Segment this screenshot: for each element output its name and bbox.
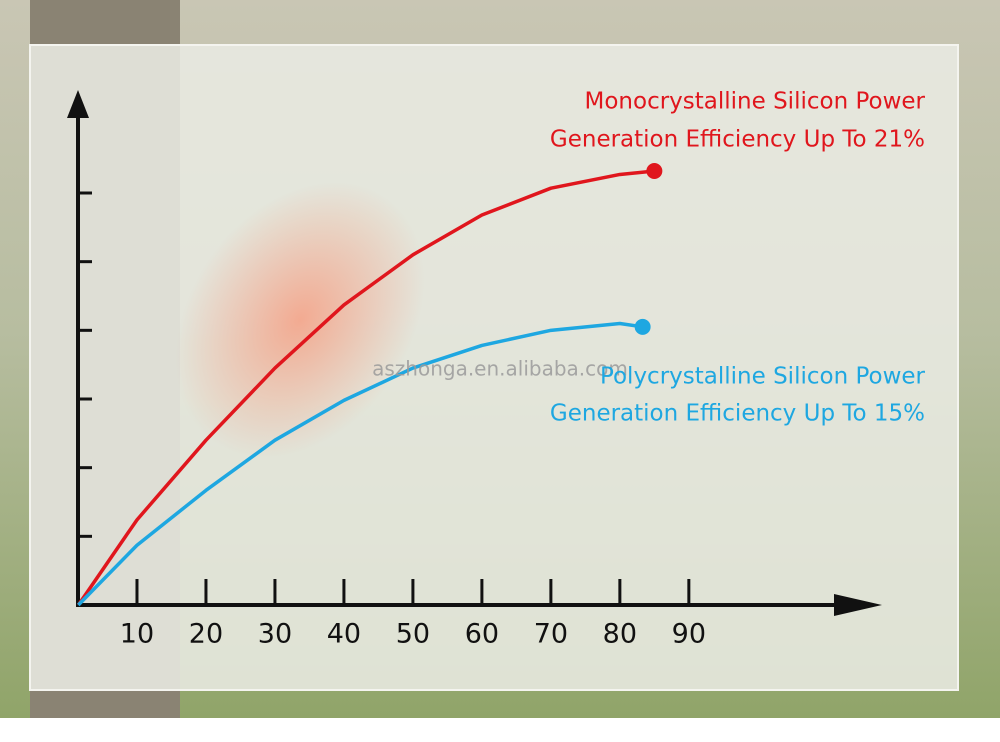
x-tick-label: 40 [327,619,361,650]
x-tick-label: 70 [534,619,568,650]
annotation: Generation Efficiency Up To 15% [550,401,925,427]
watermark: aszhonga.en.alibaba.com [372,357,628,381]
end-marker [646,163,663,180]
x-tick-label: 20 [189,619,223,650]
bottom-strip [0,718,1000,738]
annotation: Generation Efficiency Up To 21% [550,127,925,153]
y-axis-arrow [67,90,89,118]
x-tick-label: 90 [672,619,706,650]
end-marker [634,318,651,335]
x-tick-label: 30 [258,619,292,650]
annotation: Monocrystalline Silicon Power [585,89,926,115]
series-line [76,169,655,606]
x-tick-label: 80 [603,619,637,650]
x-axis-arrow [834,594,882,616]
x-tick-label: 60 [465,619,499,650]
glow [175,181,425,459]
x-tick-label: 10 [120,619,154,650]
x-tick-label: 50 [396,619,430,650]
series-line [77,321,643,607]
annotation: Polycrystalline Silicon Power [600,364,926,390]
